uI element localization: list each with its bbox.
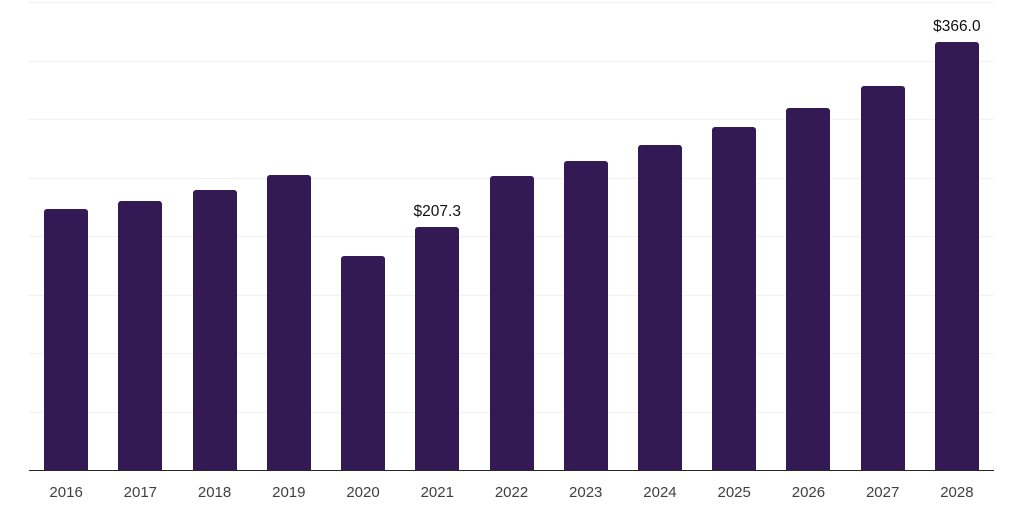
- bar-2027: [860, 86, 905, 470]
- x-tick-label-2027: 2027: [865, 484, 900, 501]
- x-axis-line: [29, 469, 994, 471]
- x-tick-label-2016: 2016: [49, 484, 83, 501]
- x-tick-label-2017: 2017: [123, 484, 158, 501]
- value-label-2021: $207.3: [413, 203, 461, 221]
- bar-2018: [192, 190, 237, 470]
- x-tick-label-2019: 2019: [272, 484, 306, 501]
- gridline: [29, 119, 994, 120]
- bar-2019: [266, 175, 311, 470]
- bar-2021: [415, 227, 460, 470]
- x-tick-label-2021: 2021: [420, 484, 454, 501]
- bar-2016: [44, 209, 89, 470]
- bar-2017: [118, 200, 163, 470]
- plot-area: [29, 2, 994, 471]
- bar-2022: [489, 176, 534, 470]
- x-tick-label-2024: 2024: [643, 484, 677, 501]
- bar-2028: [934, 41, 979, 470]
- x-tick-label-2023: 2023: [569, 484, 603, 501]
- bar-2020: [341, 255, 386, 470]
- x-tick-label-2026: 2026: [791, 484, 826, 501]
- gridline: [29, 2, 994, 3]
- bar-2024: [637, 144, 682, 470]
- value-label-2028: $366.0: [933, 17, 981, 35]
- x-tick-label-2028: 2028: [940, 484, 974, 501]
- x-tick-label-2022: 2022: [494, 484, 529, 501]
- x-tick-label-2018: 2018: [197, 484, 232, 501]
- x-tick-label-2020: 2020: [346, 484, 380, 501]
- bar-2023: [563, 161, 608, 470]
- gridline: [29, 60, 994, 62]
- x-tick-label-2025: 2025: [717, 484, 751, 501]
- bar-2025: [712, 127, 757, 470]
- bar-2026: [786, 108, 831, 470]
